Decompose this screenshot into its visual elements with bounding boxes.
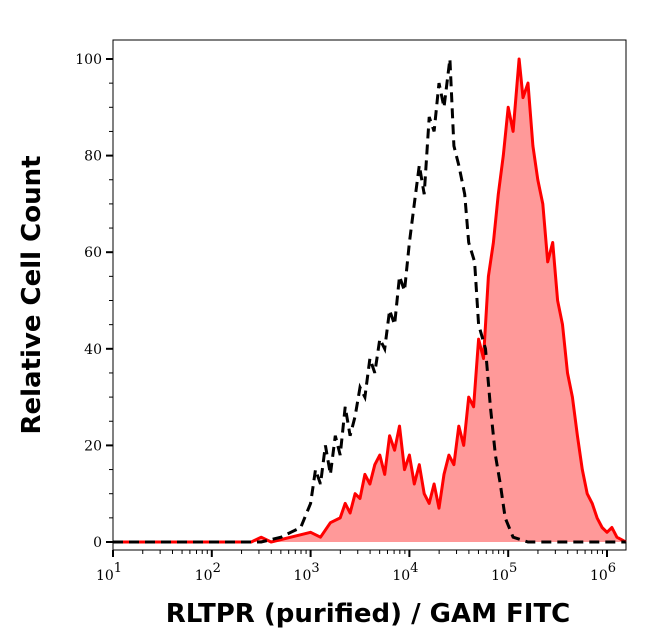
y-tick-label: 100 <box>75 52 102 68</box>
x-tick-label: 102 <box>195 561 221 584</box>
x-axis-title: RLTPR (purified) / GAM FITC <box>166 599 571 629</box>
y-tick-label: 40 <box>84 342 102 358</box>
axis-layer: 101 102 103 104 105 106 0 20 40 60 80 100 <box>75 52 616 584</box>
y-tick-label: 80 <box>84 149 102 165</box>
y-tick-label: 20 <box>84 438 102 454</box>
stained-histogram-fill <box>113 59 626 542</box>
x-tick-label: 104 <box>392 561 418 584</box>
x-tick-label: 106 <box>590 561 616 584</box>
series-layer <box>113 57 627 544</box>
y-tick-label: 0 <box>93 535 102 551</box>
y-axis-title: Relative Cell Count <box>17 155 47 434</box>
x-tick-label: 103 <box>294 561 320 584</box>
y-tick-label: 60 <box>84 245 102 261</box>
stained-histogram-line <box>113 57 627 544</box>
x-tick-label: 101 <box>96 561 122 584</box>
x-tick-label: 105 <box>491 561 517 584</box>
plot-frame <box>112 39 627 551</box>
control-histogram-line <box>113 58 626 544</box>
